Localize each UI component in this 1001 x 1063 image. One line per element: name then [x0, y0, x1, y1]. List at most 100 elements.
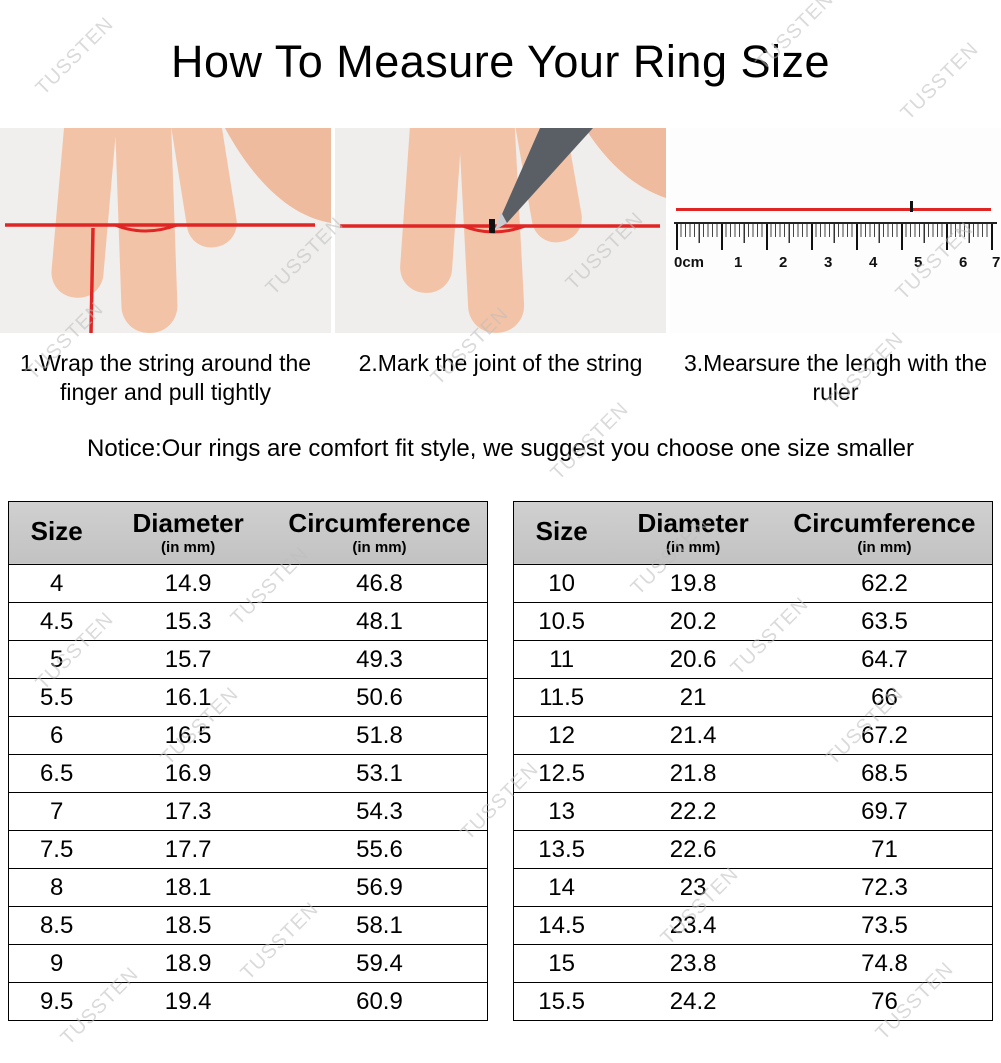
step-2-caption: 2.Mark the joint of the string: [358, 350, 643, 376]
size-tables: Size Diameter (in mm) Circumference (in …: [0, 500, 1001, 1021]
table-cell: 21: [609, 678, 777, 717]
table-cell: 12: [513, 716, 610, 755]
table-row: 4.5 15.3 48.1: [8, 602, 488, 641]
table-cell: 14.5: [513, 906, 610, 945]
table-cell: 72.3: [776, 868, 993, 907]
table-cell: 62.2: [776, 564, 993, 603]
table-cell: 18.9: [104, 944, 272, 983]
table-cell: 50.6: [271, 678, 488, 717]
table-row: 14 23 72.3: [513, 868, 993, 907]
table-cell: 6.5: [8, 754, 105, 793]
table-cell: 23: [609, 868, 777, 907]
table-cell: 5.5: [8, 678, 105, 717]
table-cell: 59.4: [271, 944, 488, 983]
table-cell: 16.9: [104, 754, 272, 793]
table-row: 15.5 24.2 76: [513, 982, 993, 1021]
unit-label: (in mm): [857, 538, 912, 556]
table-cell: 54.3: [271, 792, 488, 831]
table-cell: 13.5: [513, 830, 610, 869]
table-cell: 58.1: [271, 906, 488, 945]
table-cell: 22.2: [609, 792, 777, 831]
table-row: 10.5 20.2 63.5: [513, 602, 993, 641]
photo-step-1-wrap-string: [0, 128, 331, 333]
ruler-label: 5: [914, 254, 923, 271]
table-row: 8 18.1 56.9: [8, 868, 488, 907]
table-cell: 16.5: [104, 716, 272, 755]
table-row: 5.5 16.1 50.6: [8, 678, 488, 717]
table-cell: 73.5: [776, 906, 993, 945]
column-header-diameter: Diameter (in mm): [104, 500, 272, 565]
column-header-size: Size: [513, 500, 610, 565]
table-cell: 53.1: [271, 754, 488, 793]
table-row: 7 17.3 54.3: [8, 792, 488, 831]
table-cell: 49.3: [271, 640, 488, 679]
table-row: 15 23.8 74.8: [513, 944, 993, 983]
table-cell: 46.8: [271, 564, 488, 603]
table-cell: 76: [776, 982, 993, 1021]
table-row: 11 20.6 64.7: [513, 640, 993, 679]
table-row: 4 14.9 46.8: [8, 564, 488, 603]
table-row: 6.5 16.9 53.1: [8, 754, 488, 793]
table-row: 11.5 21 66: [513, 678, 993, 717]
table-header-row: Size Diameter (in mm) Circumference (in …: [513, 500, 993, 565]
comfort-fit-notice: Notice:Our rings are comfort fit style, …: [86, 434, 914, 462]
table-cell: 23.8: [609, 944, 777, 983]
table-cell: 18.5: [104, 906, 272, 945]
table-row: 13 22.2 69.7: [513, 792, 993, 831]
string-line: [676, 208, 991, 211]
table-cell: 15.5: [513, 982, 610, 1021]
table-cell: 24.2: [609, 982, 777, 1021]
table-cell: 5: [8, 640, 105, 679]
table-row: 8.5 18.5 58.1: [8, 906, 488, 945]
table-cell: 19.8: [609, 564, 777, 603]
size-table-left: Size Diameter (in mm) Circumference (in …: [8, 500, 488, 1021]
table-cell: 51.8: [271, 716, 488, 755]
table-cell: 12.5: [513, 754, 610, 793]
table-cell: 20.6: [609, 640, 777, 679]
ruler-label: 0cm: [674, 254, 705, 271]
table-cell: 9.5: [8, 982, 105, 1021]
table-cell: 17.3: [104, 792, 272, 831]
step-3-caption: 3.Mearsure the lengh with the ruler: [683, 350, 987, 405]
table-row: 13.5 22.6 71: [513, 830, 993, 869]
step-captions: 1.Wrap the string around the finger and …: [0, 349, 1001, 407]
table-cell: 7.5: [8, 830, 105, 869]
table-cell: 21.8: [609, 754, 777, 793]
string-mark: [910, 201, 913, 212]
table-row: 12.5 21.8 68.5: [513, 754, 993, 793]
table-cell: 4.5: [8, 602, 105, 641]
table-cell: 4: [8, 564, 105, 603]
photo-step-2-mark-string: [335, 128, 666, 333]
table-cell: 64.7: [776, 640, 993, 679]
size-table-right: Size Diameter (in mm) Circumference (in …: [513, 500, 993, 1021]
step-photos: 0cm 1 2 3 4 5 6 7: [0, 128, 1001, 333]
ruler-edge: [674, 222, 997, 224]
column-header-diameter: Diameter (in mm): [609, 500, 777, 565]
table-cell: 66: [776, 678, 993, 717]
table-cell: 16.1: [104, 678, 272, 717]
table-cell: 11.5: [513, 678, 610, 717]
table-cell: 67.2: [776, 716, 993, 755]
hand-wrap-string-illustration: [0, 128, 331, 333]
table-row: 10 19.8 62.2: [513, 564, 993, 603]
table-cell: 69.7: [776, 792, 993, 831]
table-cell: 48.1: [271, 602, 488, 641]
table-cell: 18.1: [104, 868, 272, 907]
table-cell: 8: [8, 868, 105, 907]
column-header-size: Size: [8, 500, 105, 565]
table-cell: 63.5: [776, 602, 993, 641]
table-row: 14.5 23.4 73.5: [513, 906, 993, 945]
table-cell: 6: [8, 716, 105, 755]
table-cell: 22.6: [609, 830, 777, 869]
table-cell: 13: [513, 792, 610, 831]
ruler-cm-ticks: [676, 224, 995, 250]
unit-label: (in mm): [666, 538, 721, 556]
column-header-circumference: Circumference (in mm): [776, 500, 993, 565]
table-cell: 15: [513, 944, 610, 983]
table-cell: 9: [8, 944, 105, 983]
table-cell: 11: [513, 640, 610, 679]
table-cell: 10: [513, 564, 610, 603]
table-cell: 21.4: [609, 716, 777, 755]
ruler-label: 1: [734, 254, 743, 271]
